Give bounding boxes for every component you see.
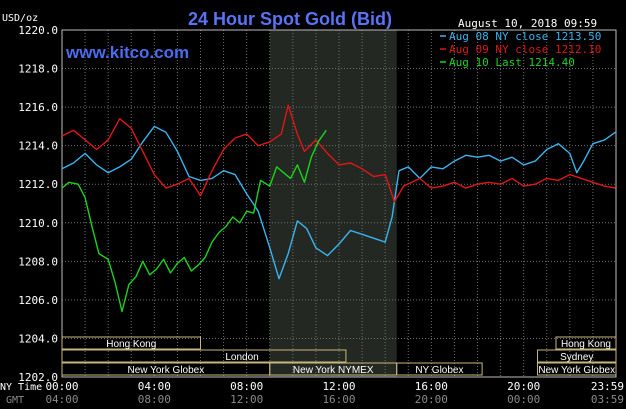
y-tick-label: 1204.0 — [18, 332, 58, 345]
x-tick-label: 12:00 — [230, 393, 263, 406]
plot-border — [61, 29, 617, 378]
session-label: New York NYMEX — [293, 365, 374, 376]
session-box — [537, 362, 617, 376]
y-tick-label: 1216.0 — [18, 101, 58, 114]
y-tick-label: 1202.0 — [18, 371, 58, 384]
legend-entry: Aug 10 Last 1214.40 — [449, 56, 575, 69]
legend-entry: Aug 09 NY close 1212.10 — [449, 43, 601, 56]
x-tick-labels: NY Time 00:00 04:00 08:00 12:00 16:00 20:00 23:… — [0, 380, 624, 406]
session-label: London — [225, 352, 258, 363]
x-tick-label: 23:59 — [591, 380, 624, 393]
x-tick-label: 16:00 — [322, 393, 355, 406]
shaded-region — [269, 30, 397, 377]
session-box — [537, 349, 617, 363]
session-box — [555, 336, 617, 350]
y-axis-label: USD/oz — [2, 13, 38, 24]
x-tick-label: 04:00 — [138, 380, 171, 393]
session-label: New York Globex — [538, 365, 615, 376]
session-box — [396, 362, 483, 376]
trading-sessions: Hong Kong Hong Kong London Sydney New York G… — [61, 336, 617, 376]
y-tick-label: 1220.0 — [18, 24, 58, 37]
x-tick-label: 08:00 — [138, 393, 171, 406]
session-label: Hong Kong — [561, 339, 611, 350]
y-tick-labels: 1202.0 1204.0 1206.0 1208.0 1210.0 1212.0 1214… — [18, 24, 58, 384]
y-tick-label: 1218.0 — [18, 63, 58, 76]
session-box — [61, 349, 347, 363]
x-tick-label: 20:00 — [507, 380, 540, 393]
y-tick-label: 1214.0 — [18, 140, 58, 153]
x-tick-label: 20:00 — [415, 393, 448, 406]
x-tick-label: 12:00 — [322, 380, 355, 393]
session-box — [61, 336, 201, 350]
grid — [62, 30, 616, 377]
legend-entry: Aug 08 NY close 1213.50 — [449, 30, 601, 43]
session-label: New York Globex — [128, 365, 205, 376]
x-tick-label: 03:59 — [591, 393, 624, 406]
session-label: NY Globex — [415, 365, 463, 376]
x-axis-row-label: GMT — [6, 395, 24, 406]
watermark: www.kitco.com — [65, 43, 189, 62]
series-line-0 — [61, 125, 616, 280]
y-tick-label: 1210.0 — [18, 217, 58, 230]
x-tick-label: 16:00 — [415, 380, 448, 393]
plot-frame — [61, 29, 617, 378]
chart-title: 24 Hour Spot Gold (Bid) — [188, 9, 392, 29]
x-tick-label: 04:00 — [45, 393, 78, 406]
timestamp: August 10, 2018 09:59 — [458, 17, 597, 30]
y-tick-label: 1206.0 — [18, 294, 58, 307]
y-tick-label: 1208.0 — [18, 255, 58, 268]
x-tick-label: 00:00 — [507, 393, 540, 406]
session-label: Hong Kong — [106, 339, 156, 350]
nymex-shade — [269, 30, 397, 377]
session-label: Sydney — [560, 352, 593, 363]
x-tick-label: 00:00 — [45, 380, 78, 393]
series-lines — [61, 104, 616, 313]
x-axis-row-label: NY Time — [0, 382, 42, 393]
series-line-2 — [61, 129, 327, 313]
series-line-1 — [61, 104, 616, 203]
y-tick-label: 1212.0 — [18, 178, 58, 191]
x-tick-label: 08:00 — [230, 380, 263, 393]
